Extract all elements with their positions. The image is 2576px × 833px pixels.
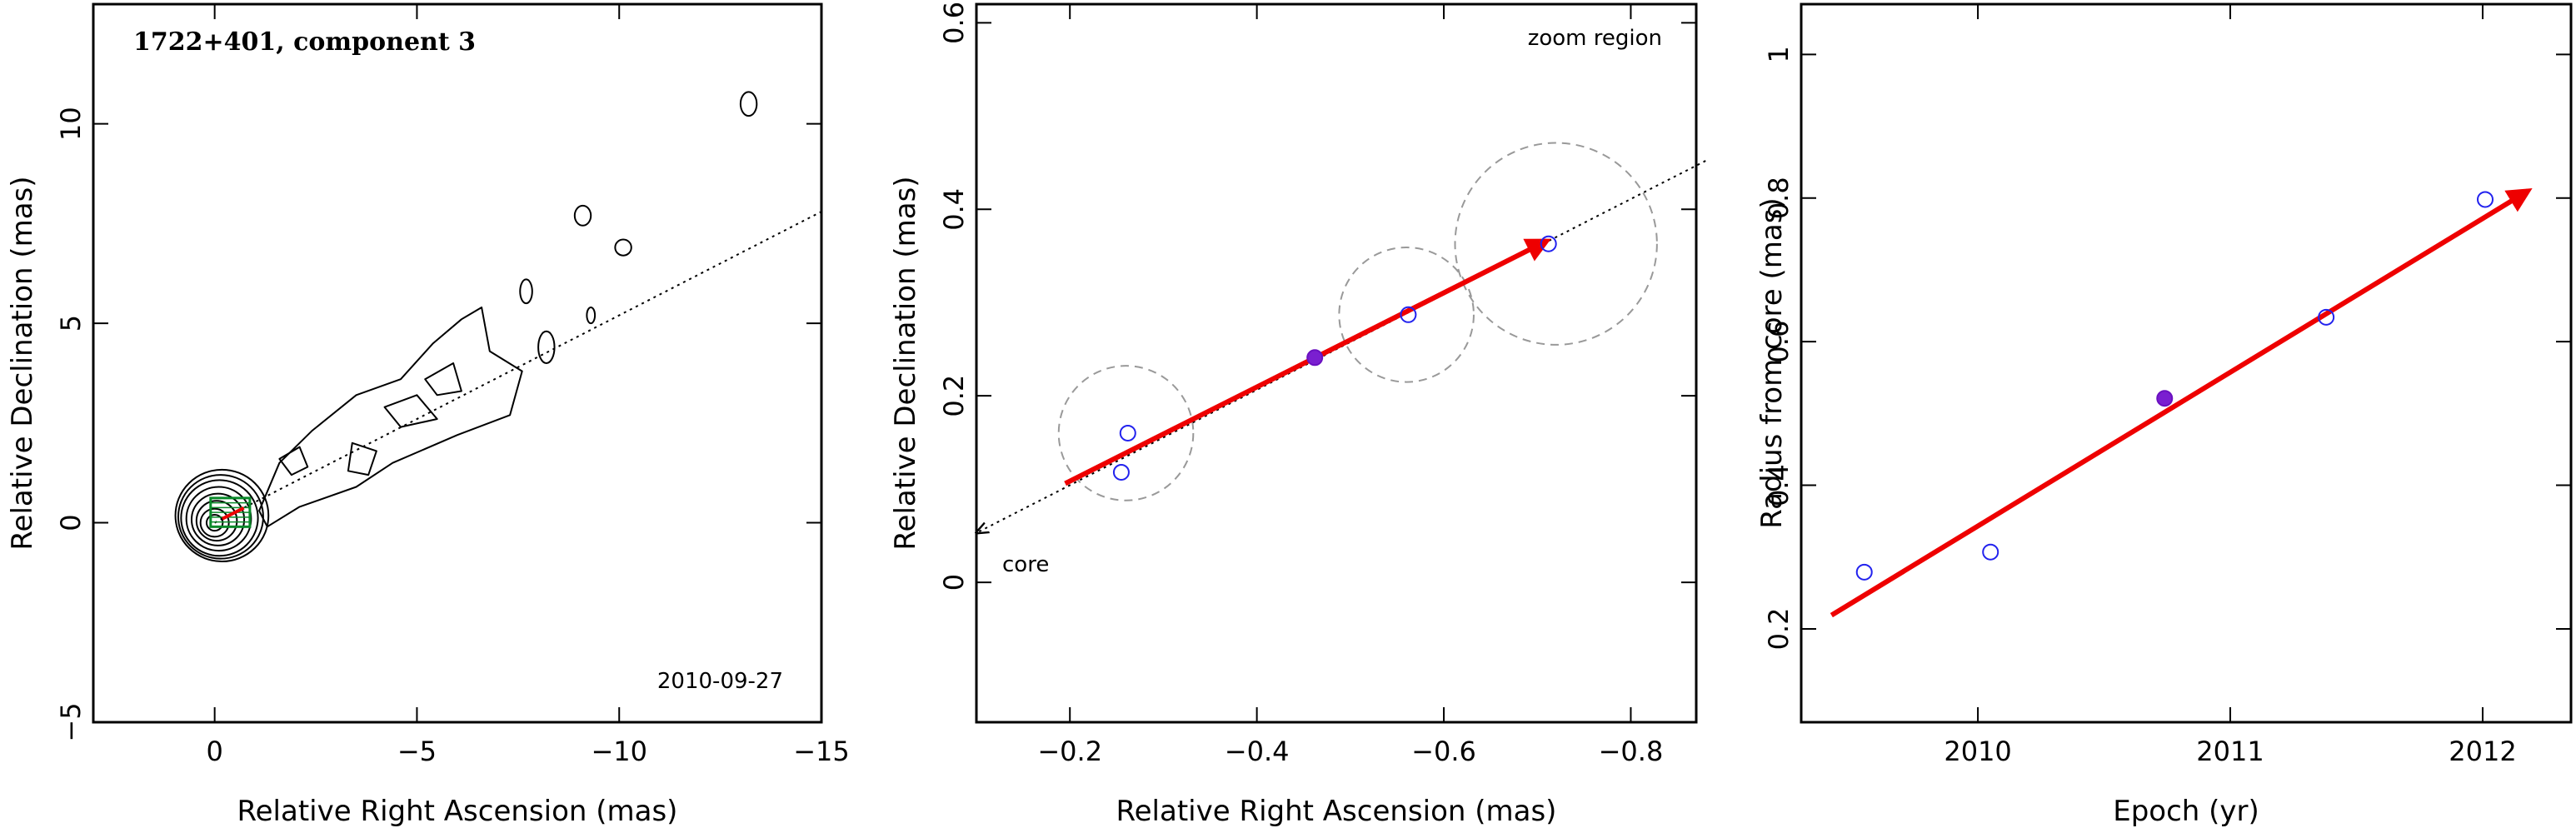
y-tick-label: −5 — [55, 702, 87, 741]
core-label: core — [1002, 552, 1049, 577]
x-tick-label: −0.2 — [1037, 736, 1102, 767]
x-tick-label: −0.8 — [1599, 736, 1664, 767]
x-axis-title: Relative Right Ascension (mas) — [237, 795, 678, 828]
y-tick-label: 0.8 — [1763, 177, 1795, 219]
panel-radius-epoch: 2010 2011 2012 0.2 0.4 0.6 0.8 1 Epoch (yr) Rad… — [1755, 2, 2573, 828]
contour — [177, 474, 264, 560]
x-tick-label: −10 — [591, 736, 647, 767]
zoom-box — [209, 496, 252, 528]
contour-layer — [174, 91, 758, 563]
data-points — [1112, 235, 1557, 481]
fit-arrow — [1830, 187, 2533, 618]
core-direction-line — [976, 160, 1706, 533]
data-point — [2318, 308, 2335, 326]
data-point — [1540, 235, 1557, 252]
x-axis-title: Epoch (yr) — [2113, 795, 2259, 828]
data-point — [1400, 306, 1417, 323]
contour — [424, 362, 462, 397]
y-axis-title: Radius from core (mas) — [1755, 197, 1789, 528]
x-tick-label: −0.6 — [1411, 736, 1476, 767]
beam-circles — [1057, 142, 1658, 501]
contour — [258, 307, 523, 528]
x-tick-label: 2012 — [2449, 736, 2516, 767]
data-point-current — [1306, 349, 1324, 367]
contour — [739, 91, 758, 117]
y-tick-label: 5 — [55, 315, 87, 332]
y-tick-label: 0.4 — [1763, 464, 1795, 506]
jet-direction-line — [214, 211, 822, 524]
y-tick-label: 10 — [55, 107, 87, 141]
y-tick-label: 0.2 — [938, 375, 970, 417]
contour — [347, 441, 377, 476]
y-tick-label: 0 — [938, 574, 970, 591]
fit-arrow — [1064, 238, 1551, 486]
data-point-current — [2156, 390, 2174, 407]
axis-ticks: −0.2 −0.4 −0.6 −0.8 0 0.2 0.4 0.6 — [938, 2, 1696, 767]
data-point — [1112, 463, 1130, 481]
axis-ticks: 2010 2011 2012 0.2 0.4 0.6 0.8 1 — [1763, 4, 2571, 767]
contour — [180, 479, 259, 557]
contour — [195, 500, 238, 542]
plot-frame — [92, 2, 823, 724]
data-point — [1982, 543, 1999, 561]
x-tick-label: 2010 — [1944, 736, 2011, 767]
y-tick-label: 0.6 — [938, 2, 970, 44]
fit-arrow-mini — [221, 506, 245, 521]
contour — [586, 306, 597, 325]
panel-contour-map: 0 −5 −10 −15 −5 0 5 10 1722+401, component 3 20… — [6, 2, 850, 828]
data-points — [1855, 191, 2494, 581]
data-point — [1855, 563, 1873, 581]
y-tick-label: 0.4 — [938, 188, 970, 231]
x-axis-title: Relative Right Ascension (mas) — [1116, 795, 1557, 828]
contour — [205, 513, 224, 532]
x-tick-label: −15 — [793, 736, 850, 767]
y-axis-title: Relative Declination (mas) — [889, 176, 922, 550]
x-tick-label: 0 — [206, 736, 222, 767]
zoom-region-label: zoom region — [1528, 26, 1662, 51]
plot-frame — [1800, 2, 2573, 724]
plot-frame — [975, 2, 1698, 724]
date-label: 2010-09-27 — [657, 669, 783, 694]
beam-circle — [1454, 142, 1658, 346]
contour — [190, 492, 246, 546]
contour — [199, 507, 230, 538]
contour — [614, 238, 632, 257]
contour — [573, 204, 592, 227]
y-tick-label: 0.2 — [1763, 607, 1795, 650]
contour — [278, 446, 309, 476]
data-point — [1119, 424, 1136, 441]
x-tick-label: −0.4 — [1225, 736, 1290, 767]
chart-title: 1722+401, component 3 — [133, 27, 476, 57]
axis-ticks: 0 −5 −10 −15 −5 0 5 10 — [55, 4, 850, 767]
y-axis-title: Relative Declination (mas) — [6, 176, 39, 550]
contour — [383, 394, 438, 428]
x-tick-label: 2011 — [2196, 736, 2264, 767]
x-tick-label: −5 — [397, 736, 437, 767]
beam-circle — [1057, 365, 1195, 501]
contour — [174, 468, 270, 563]
y-tick-label: 0.6 — [1763, 321, 1795, 363]
contour — [537, 330, 556, 365]
panel-zoom-region: −0.2 −0.4 −0.6 −0.8 0 0.2 0.4 0.6 zoom region c… — [889, 2, 1706, 828]
y-tick-label: 1 — [1763, 46, 1795, 62]
beam-circle — [1338, 246, 1475, 383]
y-tick-label: 0 — [55, 514, 87, 531]
contour — [519, 278, 533, 305]
data-point — [2476, 191, 2494, 208]
